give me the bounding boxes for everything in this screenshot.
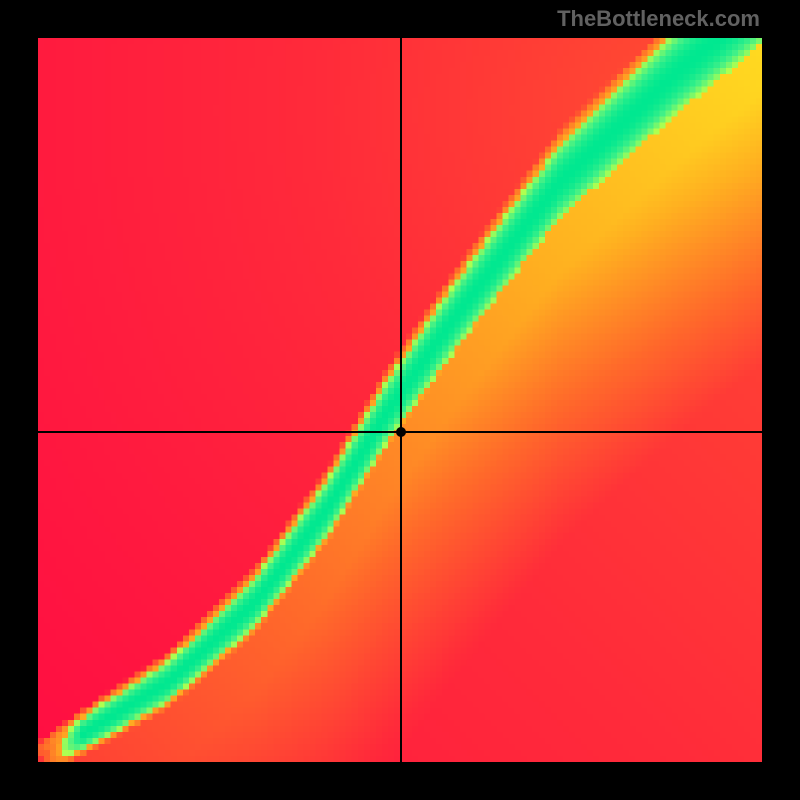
watermark-text: TheBottleneck.com <box>557 6 760 32</box>
crosshair-marker <box>396 427 406 437</box>
plot-area <box>38 38 762 762</box>
crosshair-vertical <box>400 38 402 762</box>
